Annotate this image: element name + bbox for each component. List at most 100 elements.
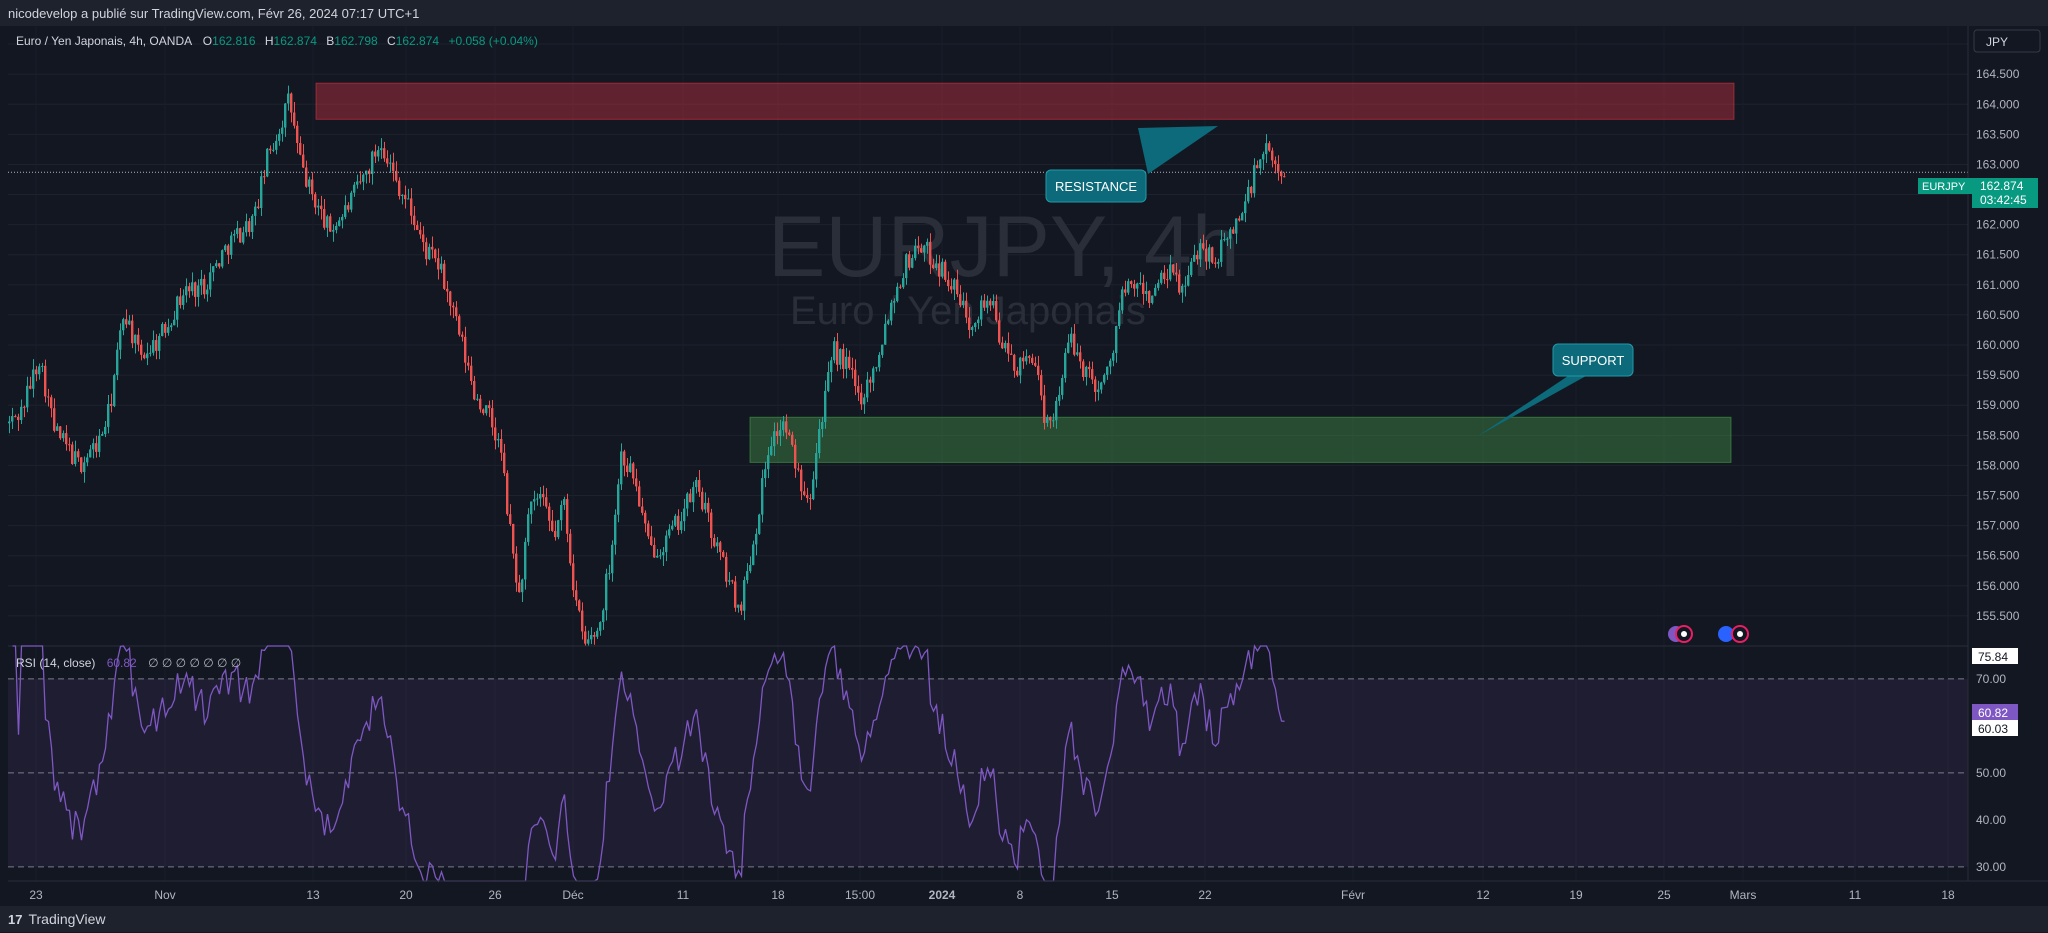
tradingview-logo-icon: 17 [8,912,23,927]
candle-body [671,525,674,530]
candle-body [677,515,680,531]
candle-body [701,491,704,510]
chart-area[interactable]: EURJPY, 4h Euro / Yen Japonais RESISTANC… [8,26,2048,906]
candle-body [986,300,989,308]
symbol-legend[interactable]: Euro / Yen Japonais, 4h, OANDA O162.816 … [16,34,538,48]
candle-body [89,449,92,458]
chart-svg[interactable]: EURJPY, 4h Euro / Yen Japonais RESISTANC… [8,26,2048,906]
candle-body [134,334,137,344]
candle-body [410,198,413,216]
candle-body [929,241,932,265]
badge-price: 162.874 [1980,179,2024,193]
time-axis[interactable]: 23 Nov 13 20 26 Déc 11 18 15:00 2024 8 15 22 Févr 12 19… [29,888,1955,902]
candle-body [902,278,905,288]
candle-body [650,536,653,546]
candle-body [518,582,521,593]
candle-body [656,555,659,558]
support-callout[interactable]: SUPPORT [1478,343,1634,436]
candle-body [971,327,974,331]
candle-body [521,579,524,593]
price-tick-label: 164.000 [1976,97,2020,111]
resistance-callout[interactable]: RESISTANCE [1045,126,1218,203]
candle-body [275,140,278,150]
candle-body [1070,333,1073,343]
candle-body [1280,171,1283,177]
candle-body [881,344,884,355]
price-tick-label: 157.500 [1976,489,2020,503]
candle-body [1190,261,1193,275]
candle-body [1067,342,1070,353]
candles[interactable] [8,85,1286,646]
candle-body [983,300,986,308]
candle-body [188,286,191,292]
candle-body [362,174,365,182]
candle-body [593,635,596,637]
candle-body [620,451,623,485]
candle-body [548,506,551,521]
price-badge: EURJPY 162.874 03:42:45 [1918,178,2038,208]
candle-body [941,261,944,277]
candle-body [62,433,65,439]
candle-body [596,630,599,637]
support-callout-arrow [1478,376,1586,436]
candle-body [32,369,35,389]
candle-body [803,491,806,495]
event-icon-3[interactable] [1718,626,1734,642]
candle-body [884,323,887,345]
currency-label: JPY [1986,35,2008,49]
candle-body [449,291,452,306]
candle-body [107,403,110,427]
price-tick-label: 163.500 [1976,127,2020,141]
candle-body [1139,282,1142,284]
candle-body [563,499,566,505]
candle-body [968,317,971,331]
event-icons[interactable] [1668,625,1749,643]
candle-body [20,406,23,421]
resistance-zone[interactable] [315,82,1735,120]
candle-body [365,170,368,175]
candle-body [86,457,89,463]
badge-symbol: EURJPY [1922,181,1966,193]
candle-body [899,286,902,288]
candle-body [965,300,968,318]
rsi-pane[interactable] [8,644,1968,883]
candle-body [542,494,545,498]
candle-body [635,478,638,487]
candle-body [710,512,713,539]
rsi-legend[interactable]: RSI (14, close) 60.82 ∅ ∅ ∅ ∅ ∅ ∅ ∅ [16,656,241,670]
candle-body [857,386,860,393]
candle-body [1115,326,1118,353]
currency-selector[interactable]: JPY [1973,29,2041,53]
candle-body [1034,362,1037,366]
candle-body [164,323,167,333]
candle-body [452,305,455,308]
candle-body [476,398,479,400]
candle-body [242,232,245,243]
time-tick-label: Févr [1341,888,1365,902]
candle-body [623,451,626,466]
candle-body [383,148,386,159]
candle-body [203,278,206,295]
support-zone[interactable] [749,416,1732,463]
candle-body [254,206,257,216]
candle-body [947,279,950,287]
watermark-subtitle: Euro / Yen Japonais [790,289,1146,333]
candle-body [44,365,47,397]
candle-body [65,433,68,445]
candle-body [731,580,734,582]
candle-body [1058,394,1061,401]
candle-body [626,465,629,473]
candle-body [494,427,497,441]
rsi-tick-label: 30.00 [1976,860,2006,874]
candle-body [647,523,650,537]
candle-body [260,176,263,209]
candle-body [320,205,323,210]
candle-body [1256,165,1259,169]
candle-body [137,334,140,345]
candle-body [332,230,335,232]
candle-body [437,258,440,270]
candle-body [578,600,581,611]
candle-body [98,435,101,452]
currency-box [1973,29,2041,53]
candle-body [326,216,329,228]
